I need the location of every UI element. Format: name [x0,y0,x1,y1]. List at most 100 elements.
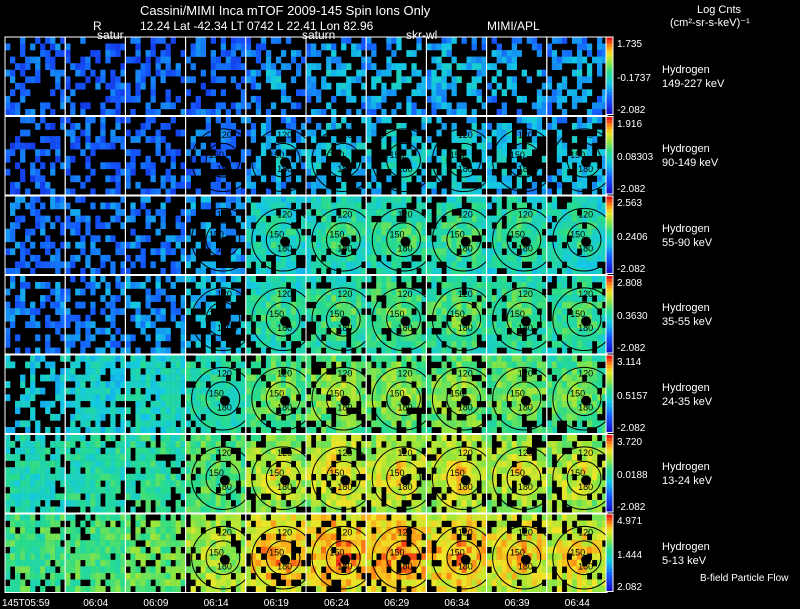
heatmap-cell [55,136,61,143]
heatmap-cell [165,123,171,130]
heatmap-cell [55,454,61,461]
heatmap-cell [586,76,593,84]
heatmap-cell [546,241,553,249]
heatmap-cell [75,427,81,434]
heatmap-cell [115,454,121,461]
heatmap-cell [85,394,91,402]
heatmap-cell [456,76,462,84]
heatmap-cell [456,196,462,203]
heatmap-cell [396,340,402,348]
heatmap-cell [516,50,522,57]
heatmap-cell [45,50,51,57]
heatmap-cell [50,347,56,355]
heatmap-cell [40,282,46,289]
heatmap-cell [115,109,121,116]
heatmap-cell [160,308,166,315]
contour-150 [325,381,361,417]
heatmap-cell [496,374,502,382]
heatmap-cell [105,327,111,335]
heatmap-cell [90,355,96,362]
heatmap-cell [581,95,588,103]
heatmap-cell [486,374,492,382]
heatmap-cell [536,381,543,388]
heatmap-cell [471,63,477,70]
heatmap-cell [581,387,588,395]
heatmap-cell [446,288,452,296]
heatmap-cell [25,454,31,461]
contour-label: 180 [518,244,533,254]
heatmap-cell [225,63,231,70]
heatmap-cell [381,116,387,124]
heatmap-cell [255,43,262,51]
heatmap-cell [576,123,583,130]
heatmap-cell [130,136,136,143]
heatmap-cell [20,480,26,488]
heatmap-cell [240,361,247,369]
heatmap-cell [491,50,497,57]
heatmap-cell [561,268,568,275]
heatmap-cell [250,69,257,77]
heatmap-cell [516,355,522,362]
heatmap-cell [301,268,307,275]
heatmap-cell [511,420,517,428]
heatmap-cell [576,295,583,302]
heatmap-cell [175,69,181,77]
heatmap-cell [30,361,36,369]
heatmap-cell [461,109,467,116]
heatmap-cell [245,327,252,335]
contour-120 [191,128,255,193]
heatmap-cell [95,434,101,442]
heatmap-cell [561,235,568,243]
heatmap-cell [586,282,593,289]
heatmap-cell [481,129,487,137]
heatmap-cell [466,288,472,296]
heatmap-cell [501,136,507,143]
heatmap-cell [526,268,532,275]
heatmap-cell [361,254,367,262]
heatmap-cell [210,50,216,57]
heatmap-cell [70,142,76,150]
heatmap-cell [566,209,573,216]
heatmap-cell [140,321,146,329]
heatmap-cell [501,387,507,395]
heatmap-cell [20,275,26,283]
heatmap-cell [381,89,387,97]
heatmap-cell [441,301,447,309]
heatmap-cell [546,254,553,262]
heatmap-cell [270,334,277,342]
heatmap-cell [481,63,487,70]
heatmap-cell [551,340,558,348]
heatmap-cell [210,321,216,329]
heatmap-cell [65,82,71,90]
heatmap-cell [25,76,31,84]
heatmap-cell [70,473,76,481]
heatmap-cell [546,355,553,362]
heatmap-cell [516,295,522,302]
heatmap-cell [130,314,136,322]
contour-150 [506,381,542,417]
heatmap-cell [466,116,472,124]
heatmap-cell [426,301,432,309]
colorbar-segment [606,72,613,77]
heatmap-cell [321,155,327,163]
heatmap-cell [371,202,377,210]
heatmap-cell [90,321,96,329]
heatmap-cell [351,261,357,269]
heatmap-cell [50,493,56,501]
heatmap-cell [265,76,272,84]
heatmap-cell [491,361,497,369]
heatmap-cell [110,347,116,355]
heatmap-cell [90,69,96,77]
heatmap-cell [416,261,422,269]
heatmap-cell [481,268,487,275]
heatmap-cell [411,209,417,216]
heatmap-cell [10,149,16,156]
heatmap-cell [270,82,277,90]
heatmap-cell [541,261,548,269]
heatmap-cell [130,427,136,434]
heatmap-cell [70,368,76,375]
heatmap-cell [511,427,517,434]
heatmap-cell [40,181,46,189]
heatmap-cell [546,202,553,210]
heatmap-cell [235,314,242,322]
